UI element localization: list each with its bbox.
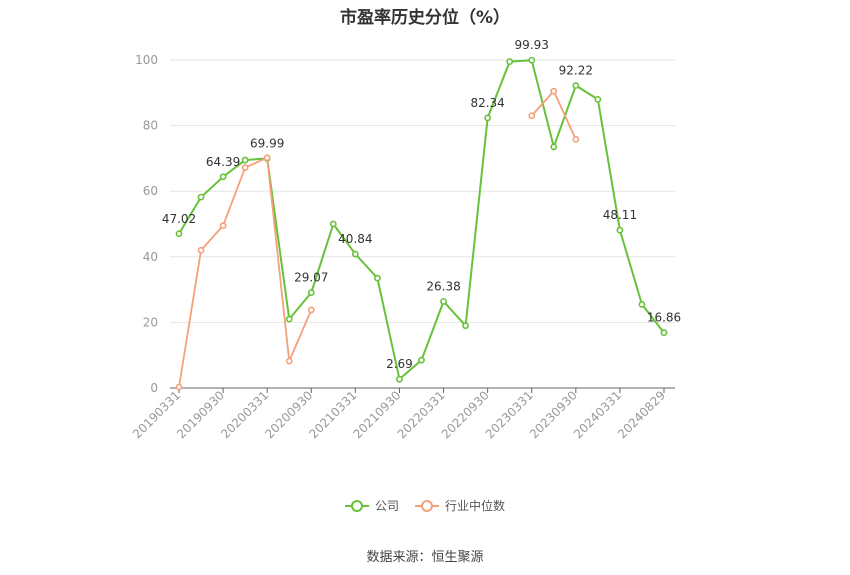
data-point — [307, 289, 315, 297]
series-line — [178, 156, 313, 388]
data-point — [440, 298, 447, 305]
data-point — [484, 114, 492, 122]
data-point — [528, 112, 536, 120]
data-point — [506, 58, 514, 66]
y-tick-label: 40 — [143, 250, 158, 264]
data-point — [329, 220, 337, 228]
legend: 公司 行业中位数 — [0, 497, 850, 514]
data-source: 数据来源：恒生聚源 — [366, 550, 484, 565]
data-label: 92.22 — [559, 64, 593, 78]
data-point — [219, 173, 227, 181]
data-point — [528, 56, 536, 64]
data-label: 48.11 — [603, 208, 637, 222]
legend-item-industry-median[interactable]: 行业中位数 — [415, 497, 505, 514]
legend-marker-icon — [415, 499, 439, 512]
data-point — [219, 222, 227, 230]
data-point — [285, 315, 293, 323]
data-point — [197, 193, 205, 201]
data-point — [263, 154, 271, 162]
y-tick-label: 0 — [150, 381, 158, 395]
grid-lines — [170, 59, 675, 323]
data-label: 64.39 — [206, 155, 240, 169]
series-layer — [175, 56, 668, 391]
y-tick-label: 60 — [143, 184, 158, 198]
data-point — [285, 357, 293, 365]
data-label: 82.34 — [470, 96, 504, 110]
data-point — [374, 274, 381, 282]
data-point — [418, 356, 425, 364]
data-label: 16.86 — [647, 311, 681, 325]
legend-marker-icon — [344, 499, 369, 512]
data-label: 69.99 — [250, 136, 284, 150]
data-point — [616, 226, 624, 234]
data-point — [550, 143, 558, 151]
y-tick-label: 100 — [135, 53, 158, 67]
series-line — [178, 59, 665, 381]
data-label: 40.84 — [338, 232, 372, 246]
data-point — [572, 135, 580, 143]
data-label: 2.69 — [386, 357, 413, 371]
data-labels: 47.02 64.39 69.99 29.07 40.84 2.69 26.38 82.34 9… — [162, 38, 681, 371]
legend-label: 公司 — [374, 499, 399, 513]
y-tick-label: 80 — [143, 119, 158, 133]
data-point — [197, 246, 205, 254]
y-tick-label: 20 — [143, 315, 158, 329]
data-label: 47.02 — [162, 212, 196, 226]
data-label: 99.93 — [515, 38, 549, 52]
data-point — [307, 306, 315, 314]
series-line — [531, 90, 577, 140]
y-axis: 0 20 40 60 80 100 — [135, 53, 158, 395]
chart-title: 市盈率历史分位（%） — [339, 8, 511, 28]
data-point — [175, 383, 183, 391]
data-point — [572, 82, 580, 89]
legend-label: 行业中位数 — [445, 499, 506, 513]
data-point — [638, 300, 646, 308]
data-point — [594, 95, 602, 103]
data-point — [462, 322, 469, 330]
data-point — [660, 329, 668, 337]
data-label: 29.07 — [294, 271, 328, 285]
x-axis: 2019033120190930202003312020093020210331… — [130, 387, 675, 441]
data-point — [241, 164, 249, 171]
data-label: 26.38 — [426, 279, 460, 293]
data-point — [396, 375, 403, 383]
data-point — [175, 230, 183, 238]
x-tick-label: 20240829 — [615, 388, 668, 441]
data-point — [241, 156, 249, 164]
data-point — [550, 87, 558, 95]
legend-item-company[interactable]: 公司 — [344, 497, 399, 514]
data-point — [351, 250, 359, 258]
